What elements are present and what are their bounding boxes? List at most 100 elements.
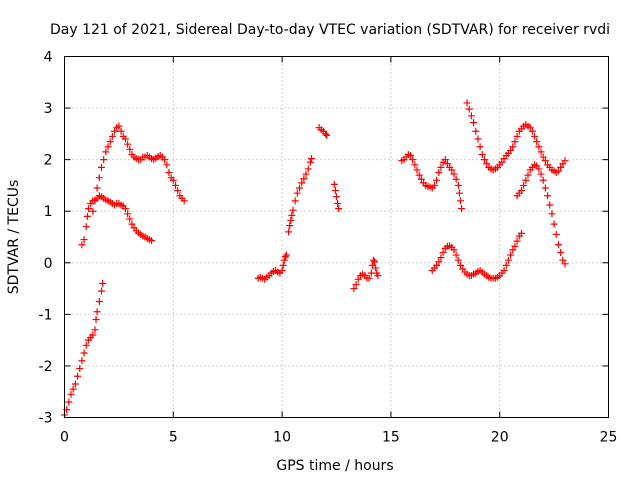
data-point xyxy=(517,187,525,195)
data-point xyxy=(454,256,462,264)
data-point xyxy=(102,148,110,156)
data-point xyxy=(467,112,475,120)
chart-title: Day 121 of 2021, Sidereal Day-to-day VTE… xyxy=(50,22,610,38)
data-point xyxy=(100,156,108,164)
data-point xyxy=(430,181,438,189)
data-point xyxy=(92,316,100,324)
data-point xyxy=(548,210,556,218)
data-point xyxy=(169,176,177,184)
data-point xyxy=(293,189,301,197)
data-point xyxy=(541,184,549,192)
data-point xyxy=(522,176,530,184)
data-point xyxy=(322,130,330,138)
data-point xyxy=(554,241,562,249)
data-point xyxy=(89,207,97,215)
data-point xyxy=(557,163,565,171)
data-point xyxy=(559,256,567,264)
data-point xyxy=(74,372,82,380)
data-point xyxy=(437,254,445,262)
data-point xyxy=(106,138,114,146)
data-point xyxy=(67,390,75,398)
data-point xyxy=(531,132,539,140)
data-point xyxy=(83,212,91,220)
data-point xyxy=(286,222,294,230)
data-point xyxy=(97,163,105,171)
data-point xyxy=(289,206,297,214)
data-point xyxy=(465,105,473,113)
data-point xyxy=(126,145,134,153)
data-point xyxy=(448,166,456,174)
data-point xyxy=(546,201,554,209)
data-point xyxy=(443,160,451,168)
y-axis-label: SDTVAR / TECUs xyxy=(6,180,22,295)
data-point xyxy=(526,124,534,132)
data-point xyxy=(76,365,84,373)
data-marks xyxy=(61,99,569,419)
series-track-night-upper xyxy=(463,99,569,177)
series-track-midday-low xyxy=(254,251,290,283)
series-track-midday-rise xyxy=(285,155,315,236)
data-point xyxy=(126,215,134,223)
data-point xyxy=(124,140,132,148)
data-point xyxy=(478,150,486,158)
data-point xyxy=(128,220,136,228)
data-point xyxy=(69,385,77,393)
data-point xyxy=(476,143,484,151)
data-point xyxy=(524,171,532,179)
series-track-noon-drop xyxy=(330,180,343,213)
data-point xyxy=(307,155,315,163)
data-point xyxy=(80,236,88,244)
data-point xyxy=(65,398,73,406)
data-point xyxy=(541,157,549,165)
data-point xyxy=(161,156,169,164)
y-tick-label: 2 xyxy=(44,153,53,169)
data-point xyxy=(511,242,519,250)
data-point xyxy=(433,261,441,269)
data-point xyxy=(458,205,466,213)
data-point xyxy=(171,181,179,189)
data-point xyxy=(71,380,79,388)
axis-ticks: 0 5 10 15 20 25 -3 -2 -1 0 1 2 3 4 xyxy=(39,50,618,446)
data-point xyxy=(278,267,286,275)
data-point xyxy=(552,230,560,238)
data-point xyxy=(280,256,288,264)
data-point xyxy=(304,165,312,173)
y-tick-label: -3 xyxy=(39,411,53,427)
data-point xyxy=(95,297,103,305)
data-point xyxy=(121,205,129,213)
data-point xyxy=(433,176,441,184)
data-point xyxy=(457,261,465,269)
data-point xyxy=(334,199,342,207)
data-point xyxy=(539,153,547,161)
grid xyxy=(64,56,609,418)
data-point xyxy=(124,210,132,218)
series-track-rising-early xyxy=(61,279,107,419)
data-point xyxy=(511,138,519,146)
data-point xyxy=(282,251,290,259)
data-point xyxy=(165,169,173,177)
data-point xyxy=(504,256,512,264)
data-point xyxy=(91,326,99,334)
data-point xyxy=(509,143,517,151)
data-point xyxy=(291,197,299,205)
x-tick-label: 5 xyxy=(169,430,178,446)
data-point xyxy=(174,187,182,195)
data-point xyxy=(450,246,458,254)
data-point xyxy=(97,287,105,295)
y-tick-label: 3 xyxy=(44,101,53,117)
data-point xyxy=(285,228,293,236)
data-point xyxy=(302,170,310,178)
data-point xyxy=(300,175,308,183)
data-point xyxy=(89,331,97,339)
data-point xyxy=(330,180,338,188)
data-point xyxy=(500,267,508,275)
data-point xyxy=(472,127,480,135)
x-tick-label: 0 xyxy=(60,430,69,446)
plot-frame xyxy=(64,56,609,418)
data-point xyxy=(104,143,112,151)
data-point xyxy=(452,175,460,183)
data-point xyxy=(331,187,339,195)
data-point xyxy=(95,174,103,182)
